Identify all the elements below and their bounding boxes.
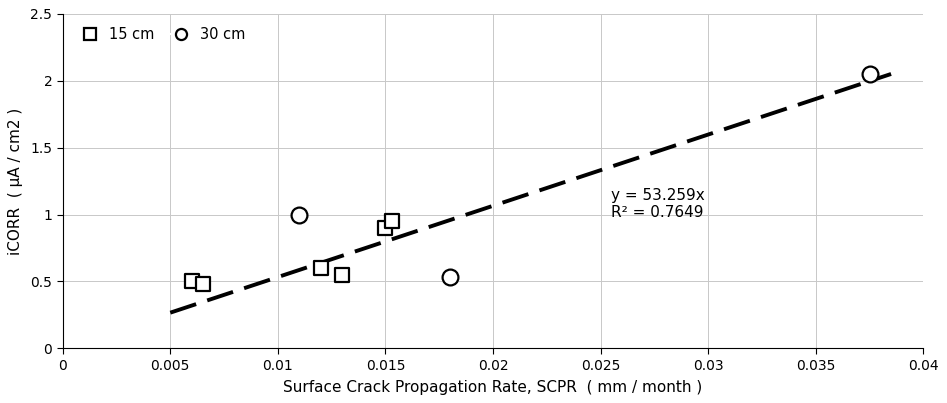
Point xyxy=(335,272,350,278)
Point xyxy=(185,278,200,285)
Point xyxy=(442,274,457,280)
Point xyxy=(862,71,877,77)
Point xyxy=(292,211,307,218)
Legend: 15 cm, 30 cm: 15 cm, 30 cm xyxy=(70,21,251,48)
Text: y = 53.259x
R² = 0.7649: y = 53.259x R² = 0.7649 xyxy=(612,188,706,220)
X-axis label: Surface Crack Propagation Rate, SCPR  ( mm / month ): Surface Crack Propagation Rate, SCPR ( m… xyxy=(283,380,703,395)
Point xyxy=(384,218,400,224)
Y-axis label: iCORR  ( μA / cm2 ): iCORR ( μA / cm2 ) xyxy=(9,108,24,255)
Point xyxy=(195,281,210,287)
Point xyxy=(313,265,329,271)
Point xyxy=(378,224,393,231)
